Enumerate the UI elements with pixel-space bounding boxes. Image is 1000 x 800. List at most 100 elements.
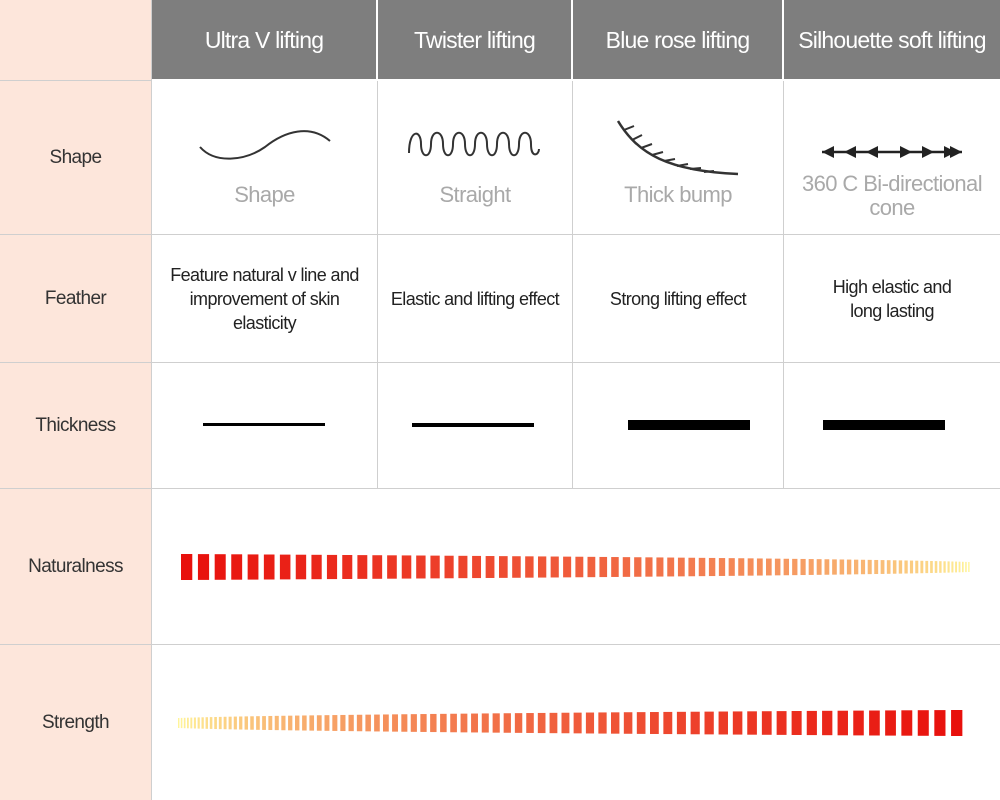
gradient-dash	[183, 717, 186, 728]
gradient-dash	[550, 556, 559, 577]
gradient-dash	[718, 711, 728, 734]
gradient-dash	[274, 715, 279, 730]
gradient-dash	[223, 716, 227, 729]
gradient-dash	[326, 554, 338, 579]
shape-caption: 360 C Bi-directional cone	[802, 171, 983, 220]
gradient-dash	[214, 716, 217, 729]
feather-text: Elastic and lifting effect	[390, 288, 560, 309]
gradient-dash	[228, 716, 232, 729]
row-label-thickness: Thickness	[0, 363, 152, 489]
gradient-dash	[239, 715, 243, 730]
gradient-dash	[348, 714, 354, 731]
gradient-dash	[728, 557, 735, 576]
row-label-feather: Feather	[0, 235, 152, 363]
gradient-dash	[209, 716, 213, 729]
gradient-dash	[747, 557, 754, 576]
gradient-dash	[934, 560, 938, 573]
gradient-dash	[951, 560, 954, 572]
gradient-dash	[839, 558, 845, 575]
gradient-dash	[816, 558, 822, 575]
gradient-dash	[302, 714, 307, 731]
gradient-dash	[332, 714, 338, 731]
col-header-blue-rose: Blue rose lifting	[573, 0, 784, 81]
gradient-dash	[471, 713, 478, 732]
gradient-dash	[943, 560, 946, 573]
gradient-dash	[218, 716, 222, 729]
feather-cell-ultra-v: Feature natural v line and improvement o…	[152, 235, 378, 363]
naturalness-cell	[152, 489, 1000, 645]
shape-caption: Shape	[234, 182, 295, 207]
gradient-dash	[676, 711, 686, 734]
gradient-dash	[656, 556, 664, 577]
gradient-dash	[440, 713, 447, 732]
gradient-dash	[915, 560, 919, 573]
gradient-dash	[268, 715, 273, 730]
gradient-dash	[401, 713, 408, 732]
gradient-dash	[197, 716, 200, 729]
gradient-dash	[792, 558, 798, 575]
gradient-dash	[947, 560, 950, 573]
gradient-dash	[800, 558, 806, 575]
gradient-dash	[205, 716, 208, 729]
feather-text: Feature natural v line and improvement o…	[170, 264, 359, 333]
gradient-dash	[392, 713, 398, 732]
gradient-dash	[263, 554, 275, 579]
gradient-dash	[538, 555, 547, 578]
gradient-dash	[968, 561, 970, 572]
gradient-dash	[951, 709, 963, 736]
gradient-dash	[904, 559, 908, 574]
gradient-dash	[342, 554, 353, 579]
gradient-dash	[250, 715, 254, 730]
gradient-dash	[444, 555, 454, 578]
gradient-dash	[808, 558, 814, 575]
thickness-line-twister	[412, 423, 534, 427]
gradient-dash	[934, 709, 946, 736]
gradient-dash	[197, 553, 210, 580]
gradient-dash	[244, 715, 248, 730]
gradient-dash	[837, 710, 848, 735]
gradient-dash	[383, 713, 389, 732]
gradient-dash	[525, 555, 534, 578]
gradient-dash	[214, 553, 226, 580]
gradient-dash	[756, 557, 763, 576]
gradient-dash	[563, 556, 572, 577]
gradient-dash	[962, 561, 964, 572]
gradient-dash	[387, 554, 397, 579]
gradient-dash	[295, 715, 300, 730]
gradient-dash	[761, 710, 772, 735]
gradient-dash	[611, 711, 620, 734]
gradient-dash	[860, 559, 866, 574]
gradient-dash	[958, 561, 961, 572]
row-label-naturalness: Naturalness	[0, 489, 152, 645]
gradient-dash	[316, 714, 322, 731]
gradient-dash	[514, 712, 523, 733]
gradient-dash	[688, 557, 696, 576]
feather-text: High elastic and long lasting	[832, 276, 952, 321]
gradient-dash	[512, 555, 521, 578]
shape-cell-ultra-v: Shape	[152, 81, 378, 235]
feather-cell-silhouette: High elastic and long lasting	[784, 235, 1000, 363]
gradient-dash	[356, 714, 363, 731]
gradient-dash	[401, 554, 412, 579]
gradient-dash	[806, 710, 817, 735]
gradient-dash	[832, 558, 837, 575]
shape-cell-twister: Straight	[378, 81, 573, 235]
gradient-dash	[766, 558, 772, 575]
gradient-dash	[340, 714, 346, 731]
gradient-dash	[869, 710, 880, 735]
naturalness-gradient-bar	[181, 553, 970, 580]
gradient-dash	[256, 715, 260, 730]
gradient-dash	[645, 556, 653, 577]
gradient-dash	[917, 709, 929, 736]
gradient-dash	[233, 716, 237, 729]
gradient-dash	[636, 711, 646, 734]
barbed-curve-icon	[616, 120, 739, 176]
gradient-dash	[281, 715, 286, 730]
gradient-dash	[311, 554, 322, 579]
gradient-dash	[262, 715, 266, 730]
gradient-dash	[939, 560, 942, 573]
gradient-dash	[181, 553, 193, 580]
gradient-dash	[867, 559, 872, 574]
gradient-dash	[774, 558, 781, 575]
